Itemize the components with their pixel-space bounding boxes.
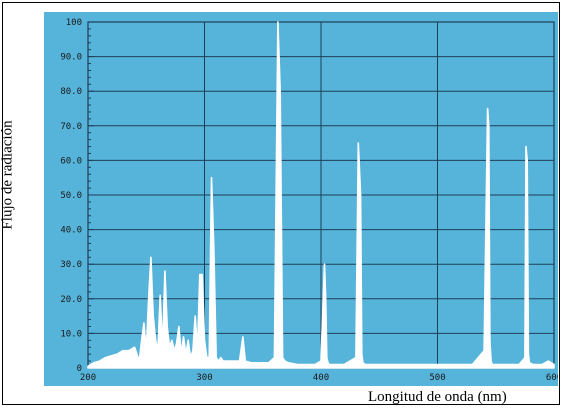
y-axis-title: Flujo de radiación xyxy=(0,120,16,230)
y-tick-label: 80.0 xyxy=(60,87,82,97)
grid-lines xyxy=(87,21,555,369)
y-tick-label: 50.0 xyxy=(60,191,82,201)
y-tick-label: 20.0 xyxy=(60,295,82,305)
y-tick-label: 70.0 xyxy=(60,122,82,132)
plot-background xyxy=(44,12,558,386)
x-tick-label: 400 xyxy=(313,373,329,383)
y-tick-label: 0 xyxy=(77,364,82,374)
series-layer xyxy=(87,21,555,369)
spectrum-line xyxy=(87,21,555,369)
y-tick-label: 100 xyxy=(66,18,82,28)
y-tick-label: 40.0 xyxy=(60,226,82,236)
y-tick-label: 10.0 xyxy=(60,329,82,339)
y-tick-labels: 0 10.0 20.0 30.0 40.0 50.0 60.0 70.0 80.0 90.0 100 xyxy=(60,18,82,374)
y-tick-label: 30.0 xyxy=(60,260,82,270)
y-tick-label: 90.0 xyxy=(60,53,82,63)
x-tick-label: 600 xyxy=(546,373,558,383)
x-axis-title: Longitud de onda (nm) xyxy=(368,389,507,405)
x-tick-label: 500 xyxy=(429,373,445,383)
spectrum-chart: 0 10.0 20.0 30.0 40.0 50.0 60.0 70.0 80.0 90.0 100… xyxy=(44,12,558,386)
x-tick-label: 200 xyxy=(80,373,96,383)
figure-frame xyxy=(2,2,560,405)
x-tick-label: 300 xyxy=(196,373,212,383)
y-tick-label: 60.0 xyxy=(60,156,82,166)
x-tick-labels: 200 300 400 500 600 xyxy=(80,373,558,383)
